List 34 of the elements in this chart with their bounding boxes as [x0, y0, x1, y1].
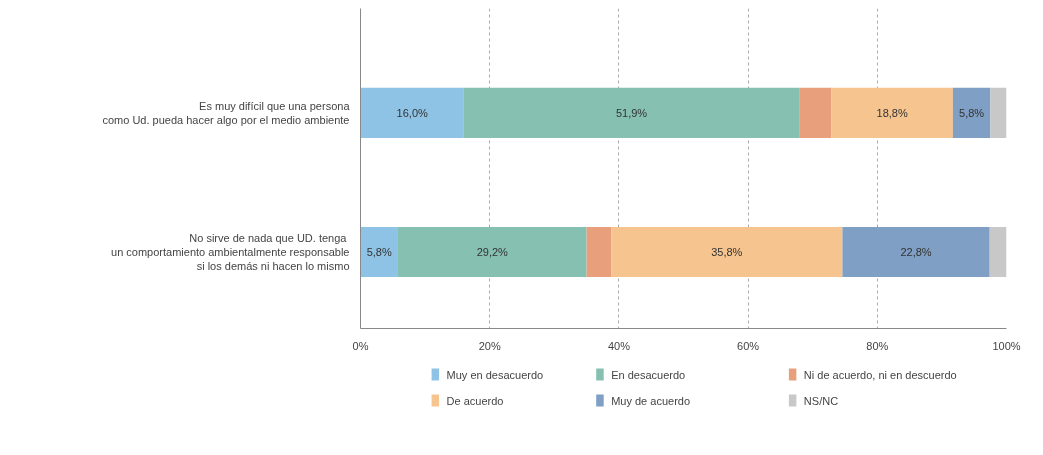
- data-label: 5,8%: [959, 106, 985, 119]
- bar: [586, 226, 612, 278]
- x-tick-label: 0%: [352, 339, 369, 352]
- x-tick-label: 60%: [737, 339, 760, 352]
- x-tick-label: 40%: [607, 339, 631, 352]
- bar: [989, 226, 1007, 278]
- bar: [360, 226, 398, 278]
- bar: [842, 226, 990, 278]
- bar: [831, 87, 953, 138]
- bar: [990, 87, 1007, 138]
- y-tick-label: No sirve de nada que UD. tenga un comportamiento ambientalmente responsable si los demás ni hacen lo mismo: [111, 232, 350, 272]
- data-label: 16,0%: [396, 106, 428, 119]
- data-label: 18,8%: [876, 106, 908, 119]
- data-label: 5,8%: [366, 245, 392, 258]
- bar: [611, 226, 843, 278]
- x-tick-label: 100%: [992, 339, 1021, 352]
- legend-label: NS/NC: [803, 394, 839, 407]
- data-label: 35,8%: [711, 245, 743, 258]
- data-label: 22,8%: [900, 245, 932, 258]
- bar: [799, 87, 832, 138]
- legend-label: Muy de acuerdo: [611, 394, 691, 407]
- x-tick-label: 20%: [478, 339, 501, 352]
- bar: [463, 87, 800, 138]
- legend-label: Muy en desacuerdo: [446, 368, 544, 381]
- legend-label: Ni de acuerdo, ni en descuerdo: [803, 368, 957, 381]
- bar: [360, 87, 464, 138]
- bar: [397, 226, 587, 278]
- data-label: 29,2%: [476, 245, 509, 258]
- legend-label: En desacuerdo: [611, 368, 686, 381]
- data-label: 51,9%: [615, 106, 648, 119]
- legend-label: De acuerdo: [446, 394, 504, 407]
- bar: [952, 87, 991, 138]
- x-tick-label: 80%: [866, 339, 889, 352]
- y-tick-label: Es muy difícil que una persona como Ud. pueda hacer algo por el medio ambiente: [102, 99, 351, 126]
